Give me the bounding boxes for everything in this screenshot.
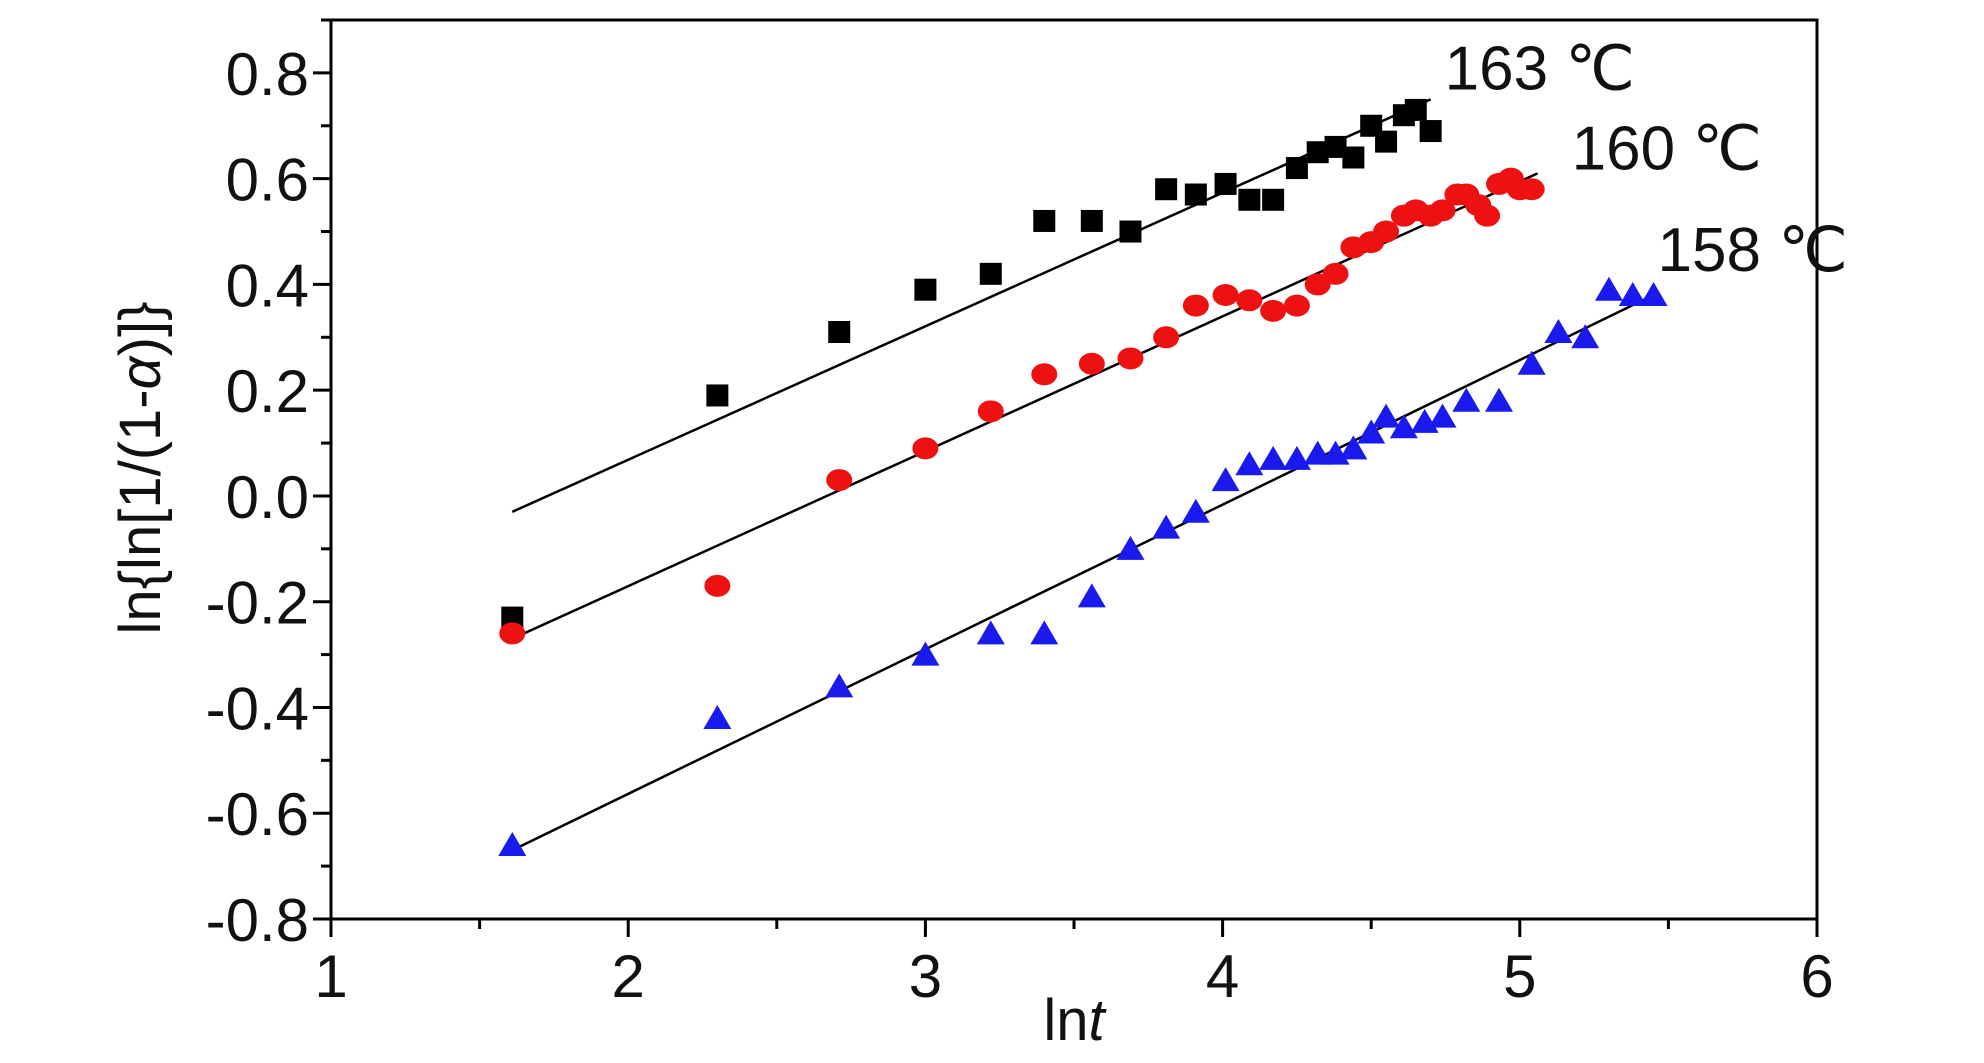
data-point-square — [1184, 183, 1207, 206]
x-tick-label: 3 — [909, 943, 942, 1010]
y-tick-label: 0.0 — [226, 464, 309, 531]
data-point-circle — [1078, 352, 1105, 375]
data-point-triangle — [1372, 403, 1401, 428]
data-point-triangle — [1303, 440, 1332, 465]
data-point-square — [1155, 178, 1178, 201]
data-points — [498, 98, 1668, 856]
data-point-triangle — [1544, 319, 1573, 344]
data-point-triangle — [825, 673, 854, 698]
data-point-circle — [499, 622, 526, 645]
data-point-triangle — [1484, 387, 1513, 412]
data-point-circle — [704, 574, 731, 597]
data-point-square — [1285, 157, 1308, 180]
data-point-triangle — [1116, 535, 1145, 560]
data-point-triangle — [1077, 583, 1106, 608]
data-point-square — [1214, 172, 1237, 195]
data-point-triangle — [1282, 445, 1311, 470]
y-tick-label: -0.8 — [206, 887, 309, 954]
data-point-circle — [1031, 363, 1058, 386]
data-point-triangle — [1428, 403, 1457, 428]
data-point-square — [1306, 141, 1329, 164]
fit-line — [511, 293, 1655, 852]
y-axis: -0.8 -0.6 -0.4 -0.2 0.0 0.2 0.4 0.6 0.8 — [206, 18, 331, 954]
data-point-triangle — [1618, 281, 1647, 306]
x-tick-label: 4 — [1206, 943, 1239, 1010]
data-point-triangle — [911, 641, 940, 666]
data-point-circle — [1429, 199, 1456, 222]
data-point-circle — [1373, 220, 1400, 243]
data-point-circle — [1322, 262, 1349, 285]
series-labels: 163 ℃ 160 ℃ 158 ℃ — [1445, 34, 1848, 285]
data-point-square — [706, 384, 729, 407]
data-point-triangle — [1235, 451, 1264, 476]
data-point-square — [1033, 209, 1056, 232]
series-label: 160 ℃ — [1572, 114, 1762, 183]
data-point-circle — [1117, 347, 1144, 370]
data-point-triangle — [498, 831, 527, 856]
data-point-square — [1238, 188, 1261, 211]
data-point-triangle — [1639, 281, 1668, 306]
data-point-triangle — [1571, 324, 1600, 349]
data-point-circle — [1260, 299, 1287, 322]
data-point-square — [914, 278, 937, 301]
x-tick-label: 5 — [1503, 943, 1536, 1010]
data-point-triangle — [1357, 419, 1386, 444]
data-point-triangle — [1389, 414, 1418, 439]
data-point-triangle — [703, 705, 732, 730]
data-point-circle — [1283, 294, 1310, 317]
data-point-triangle — [1259, 445, 1288, 470]
data-point-circle — [826, 469, 853, 492]
y-axis-title: ln{ln[1/(1-α)]} — [108, 302, 173, 635]
data-point-square — [1419, 120, 1442, 143]
data-point-circle — [1518, 178, 1545, 201]
data-point-square — [501, 606, 524, 629]
data-point-triangle — [1517, 350, 1546, 375]
data-point-circle — [1182, 294, 1209, 317]
data-point-triangle — [1452, 387, 1481, 412]
x-tick-label: 2 — [612, 943, 645, 1010]
data-point-square — [1375, 130, 1398, 153]
data-point-square — [1342, 146, 1365, 169]
y-tick-label: 0.8 — [226, 41, 309, 108]
x-axis: 1 2 3 4 5 6 — [314, 919, 1834, 1010]
y-tick-label: -0.6 — [206, 781, 309, 848]
fit-line — [511, 98, 1432, 513]
data-point-circle — [912, 437, 939, 460]
data-point-square — [828, 321, 851, 344]
data-point-triangle — [1339, 435, 1368, 460]
data-point-triangle — [1594, 276, 1623, 301]
x-tick-label: 6 — [1800, 943, 1833, 1010]
y-tick-label: 0.2 — [226, 358, 309, 425]
data-point-triangle — [1030, 620, 1059, 645]
data-point-square — [1404, 98, 1427, 121]
data-point-circle — [977, 400, 1004, 423]
data-point-triangle — [1152, 514, 1181, 539]
y-tick-label: 0.6 — [226, 147, 309, 214]
x-axis-title: lnt — [1043, 988, 1107, 1053]
data-point-square — [1262, 188, 1285, 211]
y-tick-label: -0.2 — [206, 570, 309, 637]
data-point-circle — [1236, 289, 1263, 312]
data-point-circle — [1212, 283, 1239, 306]
data-point-circle — [1153, 326, 1180, 349]
x-tick-label: 1 — [314, 943, 347, 1010]
data-point-triangle — [976, 620, 1005, 645]
y-tick-label: -0.4 — [206, 675, 309, 742]
series-label: 158 ℃ — [1658, 216, 1848, 285]
data-point-circle — [1474, 204, 1501, 227]
data-point-square — [1080, 209, 1103, 232]
data-point-square — [1119, 220, 1142, 243]
series-label: 163 ℃ — [1445, 34, 1635, 103]
y-tick-label: 0.4 — [226, 252, 309, 319]
data-point-square — [979, 262, 1002, 285]
data-point-square — [1324, 135, 1347, 158]
data-point-triangle — [1211, 467, 1240, 492]
data-point-triangle — [1181, 498, 1210, 523]
